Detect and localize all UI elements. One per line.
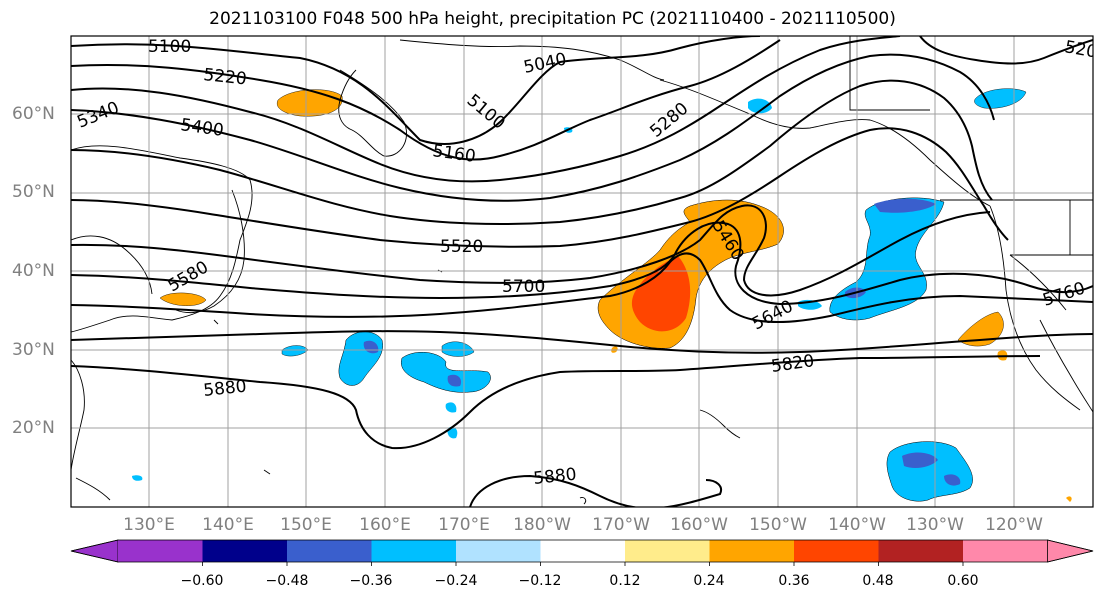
contour-label: 5220 [202,65,247,89]
lon-label: 160°W [670,515,728,535]
colorbar-ticks [202,562,964,566]
precip-negative-region [874,198,936,213]
lon-label: 130°E [123,515,175,535]
lat-label: 30°N [12,340,55,360]
precip-negative-region [748,98,772,114]
colorbar-tick-label: −0.12 [518,573,562,589]
colorbar-tick-label: −0.60 [180,573,224,589]
colorbar-outline [70,539,1094,563]
lat-label: 40°N [12,261,55,281]
lon-label: 150°E [280,515,332,535]
map-frame [70,35,1094,508]
contour-label: 5880 [202,377,247,401]
colorbar-tick-label: −0.48 [265,573,309,589]
precip-negative-region [902,452,938,468]
lon-label: 150°W [749,515,807,535]
contour-label: 5880 [532,465,577,489]
colorbar-swatch [371,540,456,562]
colorbar-swatch [287,540,372,562]
contour-label: 5700 [502,277,545,297]
chart-title: 2021103100 F048 500 hPa height, precipit… [209,9,896,29]
precip-negative-region [132,475,143,481]
precip-positive-region [957,311,1004,347]
map-area: 5100 5220 5340 5400 5040 5100 5160 5280 … [71,36,1093,507]
lon-label: 130°W [906,515,964,535]
precip-shading [132,88,1072,502]
lat-label: 60°N [12,104,55,124]
colorbar-swatch [540,540,625,562]
colorbar-extend-high [1047,539,1094,563]
precip-negative-region [441,341,475,357]
lon-label: 120°W [985,515,1043,535]
colorbar-swatch [794,540,879,562]
contour-label: 5100 [148,37,191,57]
lon-label: 170°W [592,515,650,535]
colorbar-tick-label: 0.60 [947,573,979,589]
colorbar-swatch [709,540,794,562]
lon-label: 140°E [202,515,254,535]
colorbar-tick-label: −0.36 [349,573,393,589]
colorbar-swatch [202,540,287,562]
lon-label: 180°W [513,515,571,535]
precip-negative-region [400,351,491,393]
colorbar-tick-label: 0.12 [609,573,641,589]
colorbar-swatch [878,540,963,562]
precip-negative-region [447,374,462,387]
colorbar-tick-label: 0.36 [778,573,810,589]
colorbar-swatch [963,540,1048,562]
colorbar-tick-label: 0.24 [693,573,725,589]
colorbar [70,539,1094,566]
height-contours [71,36,1093,507]
colorbar-tick-label: 0.48 [862,573,894,589]
contour-label: 5520 [440,237,483,257]
precip-positive-region [159,292,207,306]
coastlines [71,36,1093,505]
lon-label: 170°E [438,515,490,535]
colorbar-swatch [625,540,710,562]
precip-positive-region [631,256,691,332]
lon-label: 160°E [359,515,411,535]
graticule [71,36,1093,507]
lat-label: 50°N [12,182,55,202]
precip-negative-region [445,402,457,413]
colorbar-swatch [118,540,203,562]
precip-positive-region [1066,496,1072,502]
colorbar-swatch [456,540,541,562]
lat-label: 20°N [12,418,55,438]
lon-label: 140°W [828,515,886,535]
precip-negative-region [944,474,961,486]
colorbar-tick-label: −0.24 [434,573,478,589]
colorbar-extend-low [70,539,119,563]
